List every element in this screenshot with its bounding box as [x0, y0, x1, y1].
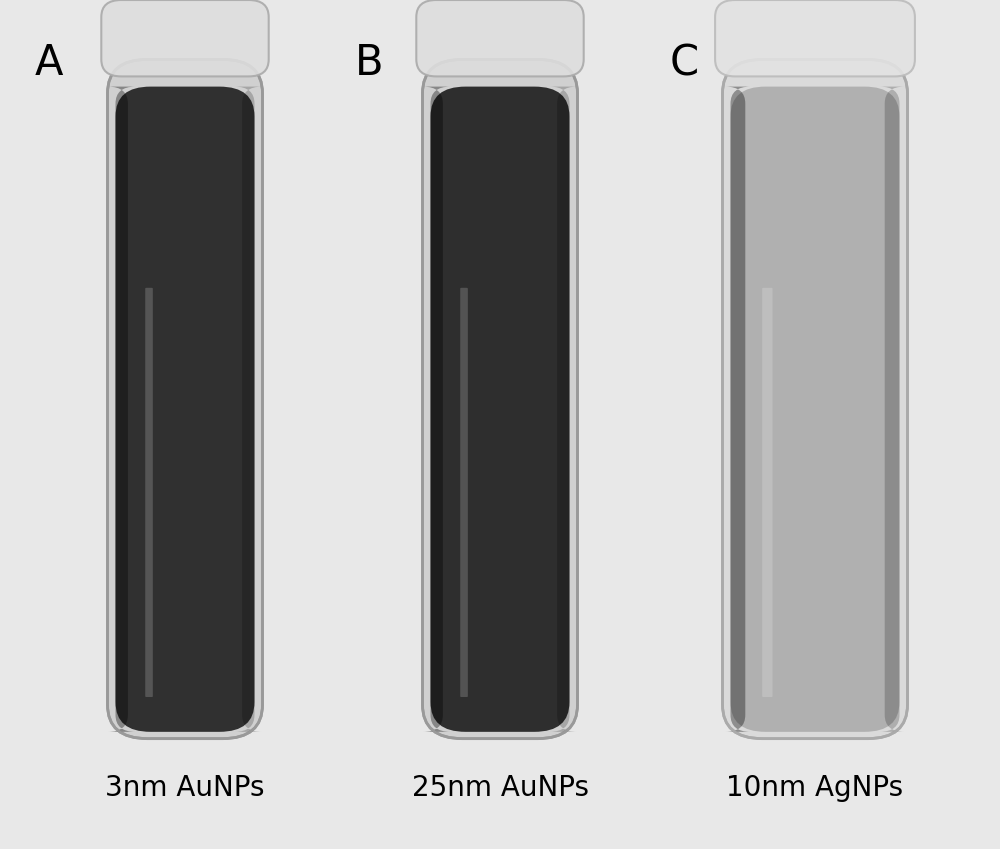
FancyBboxPatch shape [416, 0, 584, 76]
Text: A: A [35, 42, 64, 84]
FancyBboxPatch shape [550, 87, 577, 732]
Text: C: C [670, 42, 699, 84]
FancyBboxPatch shape [722, 59, 908, 739]
FancyBboxPatch shape [101, 0, 269, 76]
FancyBboxPatch shape [725, 87, 750, 732]
FancyBboxPatch shape [108, 59, 262, 739]
FancyBboxPatch shape [423, 87, 450, 732]
FancyBboxPatch shape [115, 87, 254, 732]
FancyBboxPatch shape [422, 59, 578, 739]
FancyBboxPatch shape [145, 288, 153, 697]
Text: B: B [355, 42, 384, 84]
FancyBboxPatch shape [234, 87, 262, 732]
FancyBboxPatch shape [108, 87, 135, 732]
FancyBboxPatch shape [762, 288, 773, 697]
FancyBboxPatch shape [430, 87, 570, 732]
FancyBboxPatch shape [715, 0, 915, 76]
Text: 10nm AgNPs: 10nm AgNPs [726, 774, 904, 802]
FancyBboxPatch shape [460, 288, 468, 697]
FancyBboxPatch shape [880, 87, 905, 732]
Text: 25nm AuNPs: 25nm AuNPs [412, 774, 588, 802]
Text: 3nm AuNPs: 3nm AuNPs [105, 774, 265, 802]
FancyBboxPatch shape [730, 87, 900, 732]
